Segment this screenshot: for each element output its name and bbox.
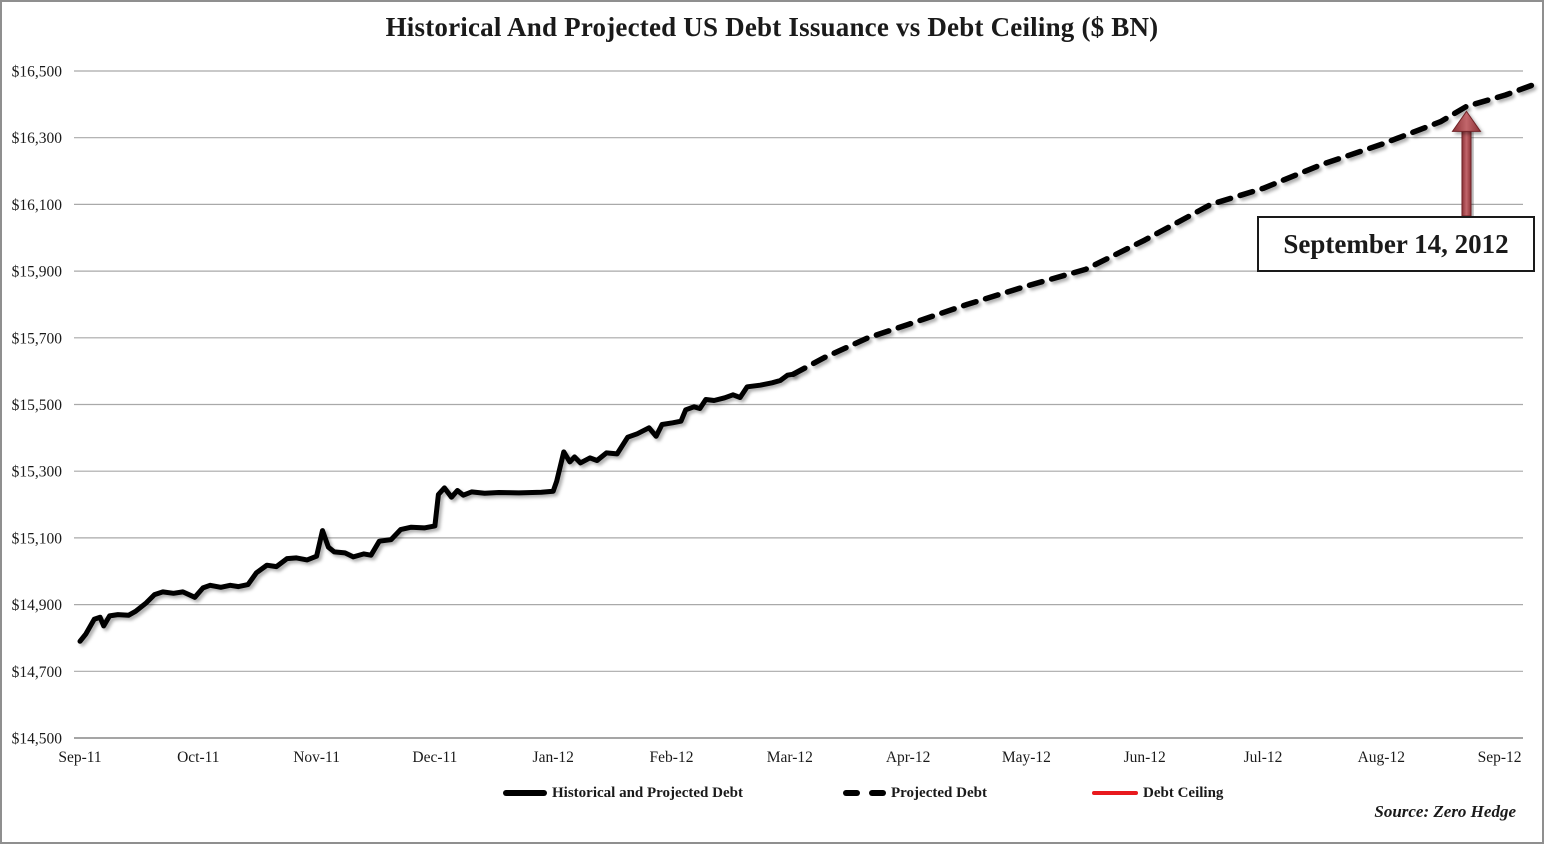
legend-label-projected: Projected Debt bbox=[891, 784, 987, 801]
y-axis-tick-label: $15,900 bbox=[12, 264, 63, 281]
y-axis-tick-label: $14,900 bbox=[12, 597, 63, 614]
legend-label-historical: Historical and Projected Debt bbox=[552, 784, 743, 801]
x-axis-tick-label: Oct-11 bbox=[177, 749, 219, 766]
source-note: Source: Zero Hedge bbox=[1374, 802, 1516, 821]
legend-label-ceiling: Debt Ceiling bbox=[1143, 784, 1224, 801]
x-axis-tick-label: Feb-12 bbox=[650, 749, 694, 766]
annotation-arrow-shaft bbox=[1461, 128, 1472, 217]
y-axis-tick-label: $14,700 bbox=[12, 664, 63, 681]
x-axis-tick-label: Nov-11 bbox=[293, 749, 340, 766]
x-axis-tick-label: Jun-12 bbox=[1124, 749, 1166, 766]
projected-debt-line bbox=[790, 82, 1536, 377]
x-axis-tick-label: Apr-12 bbox=[886, 749, 930, 766]
y-axis-tick-label: $16,500 bbox=[12, 64, 63, 81]
x-axis-tick-label: Jan-12 bbox=[533, 749, 574, 766]
x-axis-tick-label: Aug-12 bbox=[1358, 749, 1405, 766]
legend-item-historical: Historical and Projected Debt bbox=[503, 783, 743, 803]
date-annotation-label: September 14, 2012 bbox=[1283, 228, 1509, 259]
dashed-line-swatch bbox=[869, 790, 886, 796]
x-axis-tick-label: May-12 bbox=[1002, 749, 1051, 766]
y-axis-tick-label: $16,100 bbox=[12, 197, 63, 214]
x-axis-tick-label: Mar-12 bbox=[767, 749, 813, 766]
y-axis-tick-label: $15,300 bbox=[12, 464, 63, 481]
y-axis-tick-label: $15,500 bbox=[12, 397, 63, 414]
historical-debt-line bbox=[77, 371, 796, 644]
x-axis-tick-label: Sep-11 bbox=[58, 749, 101, 766]
dashed-line-swatch bbox=[843, 790, 860, 796]
y-axis-tick-label: $16,300 bbox=[12, 130, 63, 147]
red-line-swatch bbox=[1092, 791, 1138, 795]
date-annotation-box: September 14, 2012 bbox=[1257, 216, 1535, 272]
legend-item-projected: Projected Debt bbox=[843, 783, 987, 803]
chart-title: Historical And Projected US Debt Issuanc… bbox=[385, 12, 1159, 42]
x-axis-tick-label: Jul-12 bbox=[1244, 749, 1283, 766]
x-axis-tick-label: Dec-11 bbox=[412, 749, 457, 766]
solid-line-swatch bbox=[503, 790, 547, 796]
y-axis-tick-label: $15,100 bbox=[12, 530, 63, 547]
y-axis-tick-label: $14,500 bbox=[12, 731, 63, 748]
x-axis-tick-label: Sep-12 bbox=[1478, 749, 1522, 766]
annotation-arrow-head bbox=[1451, 110, 1482, 132]
y-axis-tick-label: $15,700 bbox=[12, 330, 63, 347]
legend-item-ceiling: Debt Ceiling bbox=[1092, 783, 1223, 803]
